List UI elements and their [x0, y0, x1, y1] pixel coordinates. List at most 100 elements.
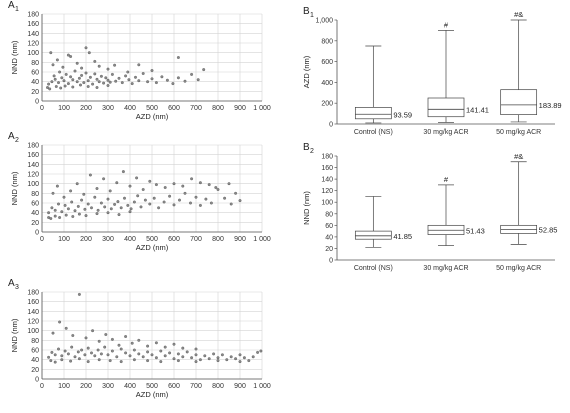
x-tick-label: 700: [190, 236, 202, 243]
data-point: [51, 63, 55, 67]
panel-label-sub: 1: [15, 6, 19, 13]
data-point: [181, 355, 185, 359]
data-point: [50, 206, 54, 210]
data-point: [77, 212, 81, 216]
data-point: [146, 344, 150, 348]
data-point: [181, 346, 185, 350]
data-point: [60, 354, 64, 358]
data-point: [91, 82, 95, 86]
data-point: [146, 350, 150, 354]
data-point: [212, 352, 216, 356]
data-point: [216, 359, 220, 363]
data-point: [103, 345, 107, 349]
chart-a3: A 3 0 20 40 60 80 100 120 140 160 180 0 100 200 300 400 5…: [8, 278, 271, 399]
data-point: [66, 207, 70, 211]
data-point: [157, 206, 161, 210]
data-point: [238, 360, 242, 364]
data-point: [148, 179, 152, 183]
x-tick-label: 600: [168, 236, 180, 243]
data-point: [130, 82, 134, 86]
data-point: [127, 78, 131, 82]
y-tick-label: 1,000: [315, 18, 333, 25]
data-point: [146, 80, 150, 84]
data-point: [225, 358, 229, 362]
x-tick-label: 600: [168, 105, 180, 112]
data-point: [103, 205, 107, 209]
data-point: [87, 51, 91, 55]
data-point: [110, 72, 114, 76]
data-point: [58, 216, 62, 219]
x-tick-label: 800: [212, 383, 224, 390]
x-tick-label: 400: [124, 105, 136, 112]
data-point: [66, 82, 70, 86]
data-point: [214, 186, 218, 189]
data-point: [128, 354, 132, 358]
data-point: [251, 355, 255, 359]
data-point: [190, 356, 194, 360]
x-tick-label: 900: [234, 383, 246, 390]
data-point: [53, 360, 57, 364]
y-tick-label: 180: [27, 290, 39, 297]
data-point: [126, 203, 130, 207]
data-point: [154, 183, 158, 187]
y-tick-label: 160: [321, 165, 333, 172]
data-point: [150, 77, 154, 81]
median-label: 93.59: [393, 110, 412, 119]
data-point: [64, 326, 68, 330]
x-tick-label: 400: [124, 383, 136, 390]
x-tick-label: 400: [124, 236, 136, 243]
x-tick-label: 1 000: [253, 105, 271, 112]
data-point: [95, 212, 99, 216]
data-point: [176, 359, 180, 363]
median-label: 183.89: [539, 101, 562, 110]
y-tick-label: 20: [31, 89, 39, 96]
data-point: [163, 345, 167, 349]
data-point: [58, 320, 62, 324]
data-point: [52, 74, 56, 78]
data-point: [120, 81, 124, 85]
data-point: [47, 211, 51, 215]
data-point: [62, 79, 66, 83]
y-axis-label: NND (nm): [302, 191, 311, 225]
data-point: [207, 183, 211, 187]
data-point: [132, 200, 136, 204]
y-tick-label: 140: [27, 31, 39, 38]
y-tick-label: 40: [31, 210, 39, 217]
data-point: [70, 200, 74, 204]
data-point: [84, 336, 88, 340]
data-point: [109, 207, 113, 211]
x-tick-label: 100: [58, 236, 70, 243]
x-axis-label: AZD (nm): [136, 390, 169, 399]
data-point: [209, 201, 213, 205]
significance-marker: #: [444, 20, 449, 29]
y-tick-label: 80: [325, 211, 333, 218]
data-point: [146, 359, 150, 363]
data-point: [202, 68, 206, 72]
data-point: [58, 70, 62, 74]
category-label: Control (NS): [354, 129, 393, 136]
data-point: [154, 81, 158, 85]
data-point: [154, 341, 158, 345]
data-point: [97, 64, 101, 68]
data-point: [163, 354, 167, 358]
y-tick-label: 80: [31, 191, 39, 198]
data-point: [64, 72, 68, 76]
data-point: [152, 196, 156, 200]
data-point: [69, 75, 73, 79]
data-point: [183, 191, 187, 195]
y-tick-label: 40: [31, 79, 39, 86]
data-point: [86, 79, 90, 83]
x-tick-label: 0: [40, 383, 44, 390]
data-point: [53, 208, 57, 212]
data-point: [59, 86, 63, 90]
y-tick-label: 80: [31, 338, 39, 345]
data-point: [77, 76, 81, 80]
data-point: [123, 196, 126, 200]
data-point: [183, 79, 187, 83]
data-point: [148, 202, 152, 206]
data-point: [141, 188, 145, 191]
x-tick-label: 700: [190, 105, 202, 112]
y-tick-label: 20: [325, 246, 333, 253]
data-point: [121, 170, 125, 174]
x-axis-label: AZD (nm): [136, 243, 169, 252]
